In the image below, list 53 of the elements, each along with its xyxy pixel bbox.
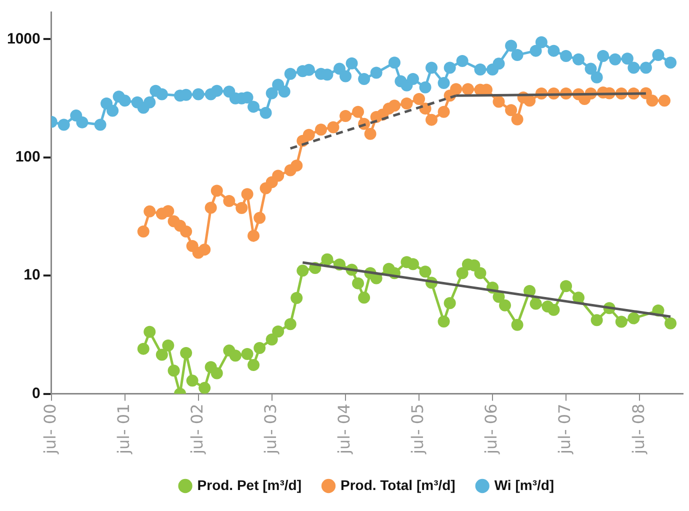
x-tick-label: jul- 00 bbox=[40, 404, 60, 455]
point bbox=[210, 367, 223, 380]
point bbox=[511, 318, 524, 331]
x-tick-label: jul- 07 bbox=[555, 404, 574, 455]
point bbox=[296, 264, 309, 277]
point bbox=[186, 374, 198, 387]
point bbox=[572, 292, 584, 304]
point bbox=[241, 348, 254, 360]
point bbox=[444, 297, 456, 310]
point bbox=[438, 315, 450, 328]
point bbox=[628, 312, 640, 324]
point bbox=[474, 267, 486, 280]
point bbox=[406, 258, 419, 270]
point bbox=[530, 298, 542, 310]
point bbox=[156, 348, 168, 361]
y-tick-label: 10 bbox=[24, 266, 40, 284]
point bbox=[180, 347, 192, 360]
legend-label: Wi [m³/d] bbox=[494, 476, 554, 493]
point bbox=[272, 326, 284, 338]
point bbox=[358, 292, 370, 304]
point bbox=[254, 342, 266, 354]
point bbox=[266, 333, 278, 346]
point bbox=[290, 292, 303, 304]
point bbox=[284, 318, 296, 330]
legend-label: Prod. Pet [m³/d] bbox=[197, 476, 302, 493]
x-tick-label: jul- 08 bbox=[628, 404, 648, 455]
point bbox=[352, 277, 364, 290]
x-tick-label: jul- 05 bbox=[408, 404, 428, 455]
y-tick-label: 1000 bbox=[6, 30, 40, 48]
point bbox=[419, 266, 432, 278]
point bbox=[456, 267, 468, 280]
x-tick-label: jul- 04 bbox=[334, 404, 354, 455]
point bbox=[560, 280, 572, 292]
x-tick-label: jul- 02 bbox=[188, 404, 207, 455]
point bbox=[548, 304, 560, 316]
point bbox=[144, 326, 156, 338]
point bbox=[664, 317, 677, 330]
point bbox=[248, 359, 260, 372]
point bbox=[168, 364, 180, 377]
point bbox=[162, 340, 174, 352]
point bbox=[229, 350, 242, 362]
point bbox=[137, 342, 150, 355]
y-tick-label: 0 bbox=[32, 384, 40, 402]
x-tick-label: jul- 06 bbox=[482, 404, 501, 455]
point bbox=[321, 253, 334, 266]
x-tick-label: jul- 03 bbox=[261, 404, 280, 455]
legend-label: Prod. Total [m³/d] bbox=[340, 476, 456, 493]
point bbox=[615, 316, 628, 328]
point bbox=[499, 299, 512, 312]
x-tick-label: jul- 01 bbox=[114, 404, 134, 455]
point bbox=[198, 382, 211, 394]
point bbox=[590, 314, 603, 326]
y-tick-label: 100 bbox=[15, 148, 40, 166]
